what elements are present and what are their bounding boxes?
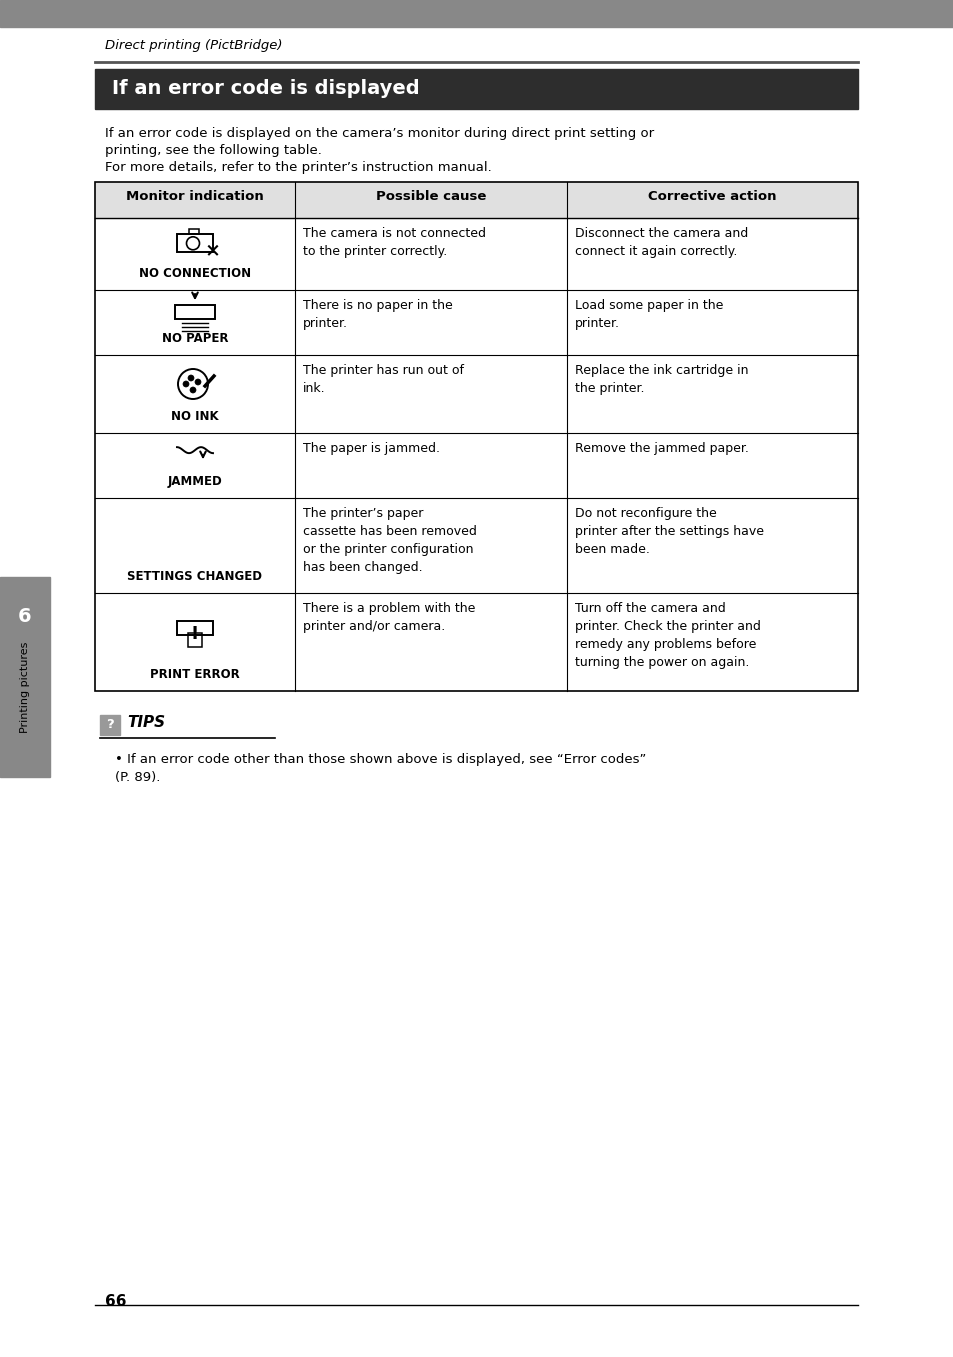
- Text: 66: 66: [105, 1295, 127, 1310]
- Text: There is no paper in the
printer.: There is no paper in the printer.: [303, 299, 453, 330]
- Text: The paper is jammed.: The paper is jammed.: [303, 442, 439, 455]
- Circle shape: [188, 375, 193, 381]
- Text: Printing pictures: Printing pictures: [20, 642, 30, 733]
- Bar: [95, 182, 857, 218]
- Text: For more details, refer to the printer’s instruction manual.: For more details, refer to the printer’s…: [105, 161, 491, 174]
- Text: Direct printing (PictBridge): Direct printing (PictBridge): [105, 39, 282, 52]
- Circle shape: [194, 379, 201, 385]
- Text: NO PAPER: NO PAPER: [162, 332, 228, 345]
- Text: !: !: [191, 626, 199, 643]
- Text: • If an error code other than those shown above is displayed, see “Error codes”
: • If an error code other than those show…: [115, 753, 646, 784]
- Text: The camera is not connected
to the printer correctly.: The camera is not connected to the print…: [303, 227, 485, 258]
- Text: Disconnect the camera and
connect it again correctly.: Disconnect the camera and connect it aga…: [575, 227, 747, 258]
- Text: Do not reconfigure the
printer after the settings have
been made.: Do not reconfigure the printer after the…: [575, 508, 763, 556]
- Text: There is a problem with the
printer and/or camera.: There is a problem with the printer and/…: [303, 603, 475, 632]
- Text: ?: ?: [106, 718, 113, 731]
- Text: 6: 6: [18, 608, 31, 627]
- Text: Remove the jammed paper.: Remove the jammed paper.: [575, 442, 748, 455]
- Text: Monitor indication: Monitor indication: [126, 190, 264, 204]
- Text: Load some paper in the
printer.: Load some paper in the printer.: [575, 299, 722, 330]
- Text: TIPS: TIPS: [127, 715, 165, 730]
- Bar: [188, 632, 202, 647]
- Bar: [100, 715, 120, 735]
- Circle shape: [190, 387, 195, 394]
- Text: PRINT ERROR: PRINT ERROR: [150, 668, 239, 681]
- Text: JAMMED: JAMMED: [168, 475, 222, 489]
- Text: The printer has run out of
ink.: The printer has run out of ink.: [303, 364, 463, 395]
- Bar: [0, 577, 50, 778]
- Text: The printer’s paper
cassette has been removed
or the printer configuration
has b: The printer’s paper cassette has been re…: [303, 508, 476, 574]
- Bar: [95, 69, 857, 109]
- Bar: [177, 235, 213, 252]
- Text: Possible cause: Possible cause: [375, 190, 486, 204]
- Bar: [189, 229, 199, 235]
- Text: If an error code is displayed on the camera’s monitor during direct print settin: If an error code is displayed on the cam…: [105, 128, 654, 140]
- Bar: [95, 182, 857, 691]
- Circle shape: [183, 381, 189, 387]
- Bar: [177, 622, 213, 635]
- Text: Turn off the camera and
printer. Check the printer and
remedy any problems befor: Turn off the camera and printer. Check t…: [575, 603, 760, 669]
- Text: Replace the ink cartridge in
the printer.: Replace the ink cartridge in the printer…: [575, 364, 748, 395]
- Text: printing, see the following table.: printing, see the following table.: [105, 144, 321, 157]
- Text: Corrective action: Corrective action: [648, 190, 776, 204]
- Text: SETTINGS CHANGED: SETTINGS CHANGED: [128, 570, 262, 584]
- Text: NO INK: NO INK: [171, 410, 218, 423]
- Text: If an error code is displayed: If an error code is displayed: [112, 79, 419, 98]
- Text: NO CONNECTION: NO CONNECTION: [139, 267, 251, 280]
- Bar: [174, 305, 214, 319]
- Bar: [0, 0, 953, 27]
